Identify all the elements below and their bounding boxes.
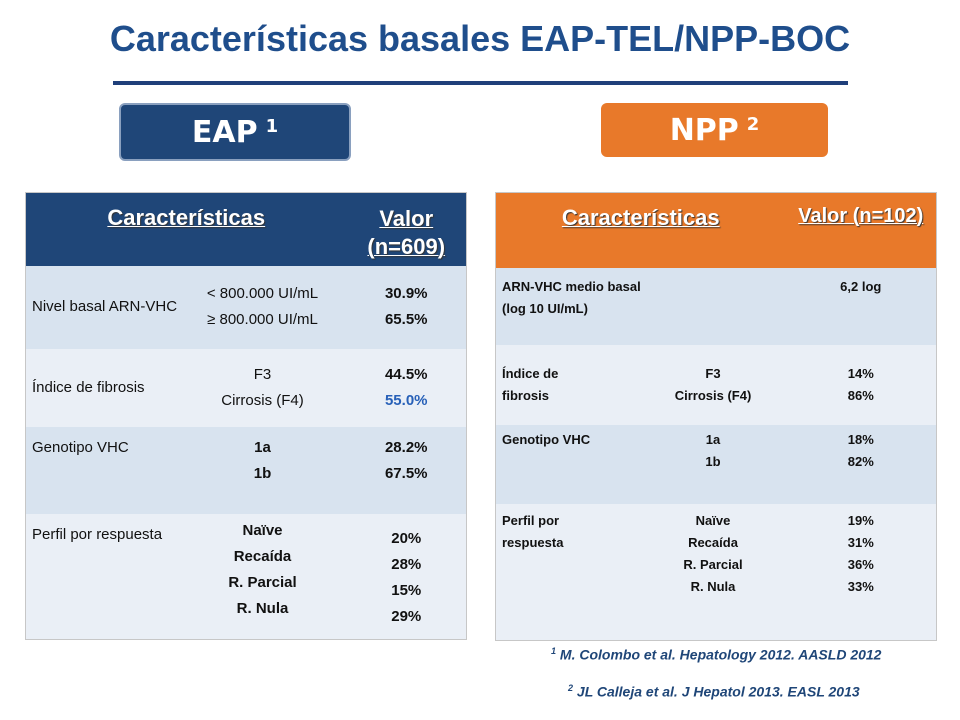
- reference-1: 1 M. Colombo et al. Hepatology 2012. AAS…: [551, 646, 881, 663]
- value: 55.0%: [384, 391, 428, 409]
- npp-badge-sup: 2: [746, 113, 760, 135]
- value: 18%: [847, 431, 874, 447]
- category: Recaída: [688, 534, 738, 550]
- category: 1a: [254, 438, 271, 456]
- table-row: Nivel basal ARN-VHC < 800.000 UI/mL ≥ 80…: [25, 265, 467, 349]
- value: 14%: [847, 365, 874, 381]
- category: Recaída: [233, 547, 292, 565]
- row-label: ARN-VHC medio basal: [502, 278, 641, 294]
- value: 20%: [391, 529, 422, 547]
- eap-table: Características Valor (n=609) Nivel basa…: [25, 192, 467, 640]
- reference-2: 2 JL Calleja et al. J Hepatol 2013. EASL…: [568, 683, 860, 700]
- table-row: Perfil por respuesta Naïve Recaída R. Pa…: [25, 513, 467, 640]
- value: 65.5%: [384, 311, 428, 328]
- row-label: Índice de fibrosis: [32, 378, 145, 396]
- eap-badge-label: EAP: [191, 114, 258, 150]
- value: 6,2 log: [840, 278, 882, 294]
- category: Naïve: [695, 512, 731, 528]
- category: < 800.000 UI/mL: [206, 285, 319, 302]
- row-label: Nivel basal ARN-VHC: [32, 298, 178, 315]
- category: 1a: [705, 431, 721, 447]
- eap-table-header: Características Valor (n=609): [25, 192, 467, 266]
- category: ≥ 800.000 UI/mL: [207, 311, 318, 328]
- row-label: Genotipo VHC: [32, 438, 129, 456]
- value: 28.2%: [384, 438, 428, 456]
- table-row: Genotipo VHC 1a 1b 18% 82%: [495, 424, 937, 504]
- category: R. Parcial: [228, 573, 297, 591]
- value: 29%: [391, 607, 422, 625]
- value: 82%: [847, 453, 874, 469]
- category: 1b: [705, 453, 721, 469]
- value: 36%: [847, 556, 874, 572]
- table-row: Genotipo VHC 1a 1b 28.2% 67.5%: [25, 426, 467, 514]
- value: 67.5%: [384, 464, 428, 482]
- slide-title: Características basales EAP-TEL/NPP-BOC: [109, 18, 851, 59]
- category: F3: [705, 365, 721, 381]
- value: 19%: [847, 512, 874, 528]
- category: 1b: [253, 464, 272, 482]
- category: F3: [253, 365, 272, 383]
- npp-badge-label: NPP: [669, 112, 739, 148]
- value: 28%: [391, 555, 422, 573]
- value: 86%: [847, 387, 874, 403]
- npp-header-characteristics: Características: [561, 205, 720, 230]
- eap-header-n: (n=609): [367, 234, 446, 259]
- row-label: Genotipo VHC: [502, 431, 591, 447]
- table-row: Perfil por respuesta Naïve Recaída R. Pa…: [495, 503, 937, 641]
- table-row: Índice de fibrosis F3 Cirrosis (F4) 44.5…: [25, 348, 467, 427]
- category: Cirrosis (F4): [221, 391, 304, 409]
- eap-badge: EAP 1: [119, 103, 351, 161]
- row-label: Perfil por respuesta: [502, 512, 564, 550]
- category: Naïve: [242, 521, 283, 539]
- reference-1-text: M. Colombo et al. Hepatology 2012. AASLD…: [559, 646, 882, 663]
- value: 30.9%: [384, 285, 428, 302]
- row-label: (log 10 UI/mL): [502, 300, 588, 316]
- category: R. Parcial: [683, 556, 743, 572]
- npp-badge: NPP 2: [601, 103, 828, 157]
- table-row: Índice de fibrosis F3 Cirrosis (F4) 14% …: [495, 344, 937, 425]
- title-underline: [113, 81, 848, 85]
- row-label: Perfil por respuesta: [32, 525, 163, 543]
- eap-header-characteristics: Características: [107, 205, 266, 230]
- value: 44.5%: [384, 365, 428, 383]
- npp-table-header: Características Valor (n=102): [495, 192, 937, 268]
- category: R. Nula: [690, 578, 736, 594]
- category: Cirrosis (F4): [674, 387, 752, 403]
- value: 15%: [391, 581, 422, 599]
- npp-table: Características Valor (n=102) ARN-VHC me…: [495, 192, 937, 641]
- row-label: Índice de fibrosis: [502, 365, 559, 403]
- category: R. Nula: [236, 599, 289, 617]
- reference-2-sup: 2: [568, 683, 574, 693]
- eap-badge-sup: 1: [265, 115, 279, 137]
- table-row: ARN-VHC medio basal (log 10 UI/mL) 6,2 l…: [495, 267, 937, 345]
- value: 31%: [847, 534, 874, 550]
- reference-2-text: JL Calleja et al. J Hepatol 2013. EASL 2…: [576, 683, 860, 700]
- npp-header-value: Valor (n=102): [798, 205, 924, 227]
- eap-header-value: Valor: [379, 206, 434, 231]
- value: 33%: [847, 578, 874, 594]
- reference-1-sup: 1: [551, 646, 557, 656]
